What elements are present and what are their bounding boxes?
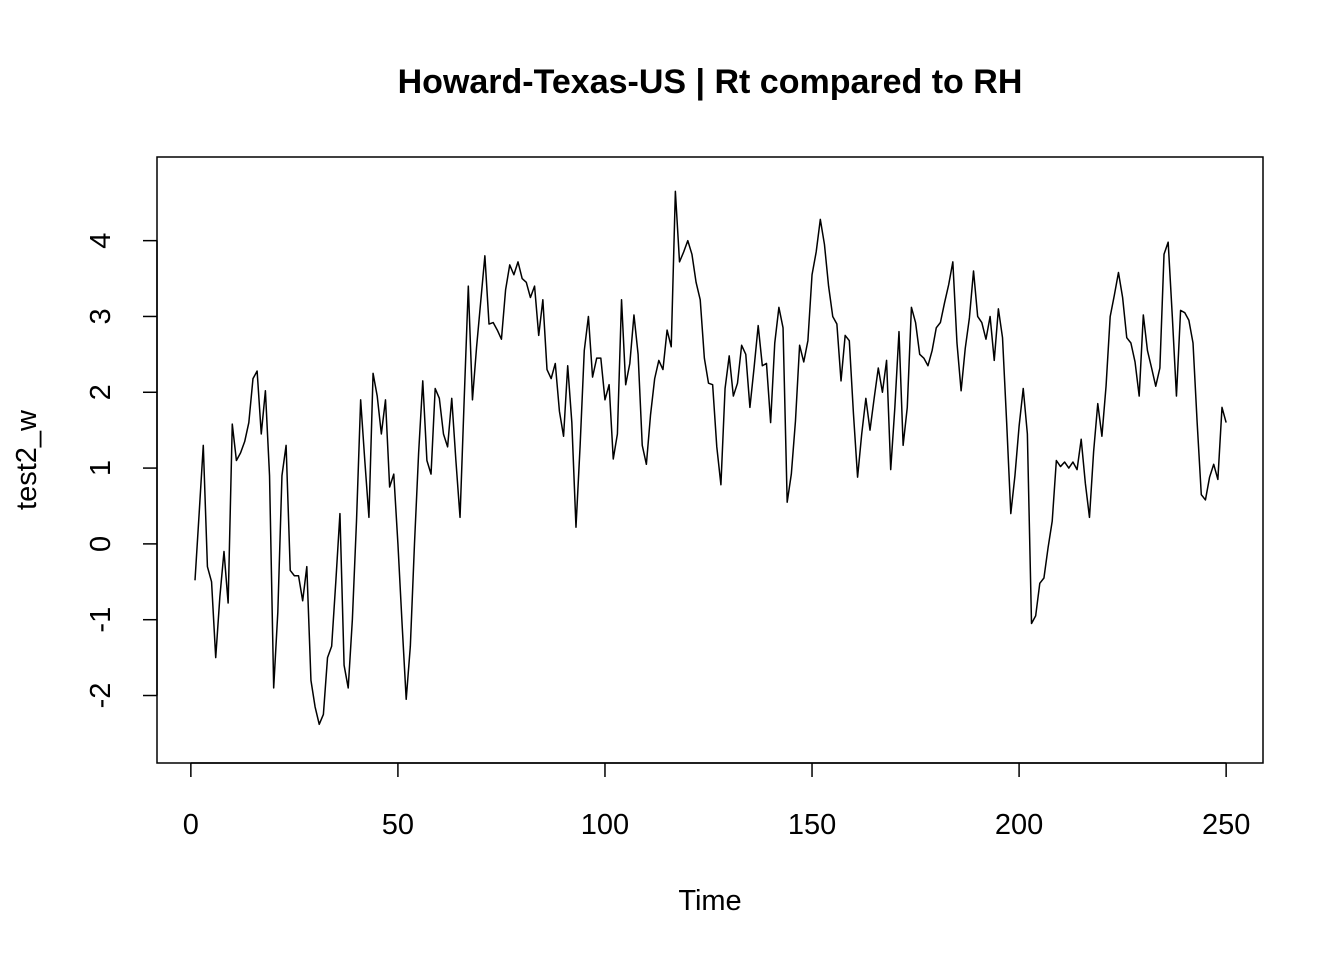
x-tick-label: 150 <box>788 809 836 841</box>
plot-frame <box>156 156 1264 764</box>
series-line <box>194 190 1227 726</box>
x-tick-label: 0 <box>183 809 199 841</box>
x-tick-label: 200 <box>995 809 1043 841</box>
x-axis-label: Time <box>678 885 741 917</box>
x-tick-label: 50 <box>382 809 414 841</box>
y-axis-label: test2_w <box>11 409 43 510</box>
x-axis: 0 50 100 150 200 250 <box>183 762 1250 841</box>
x-tick-label: 100 <box>581 809 629 841</box>
y-tick-label: 1 <box>85 460 117 476</box>
y-axis: -2 -1 0 1 2 3 4 <box>85 233 158 709</box>
y-tick-label: 4 <box>85 233 117 249</box>
y-tick-label: -2 <box>85 683 117 709</box>
y-tick-label: -1 <box>85 607 117 633</box>
y-tick-label: 2 <box>85 384 117 400</box>
x-tick-label: 250 <box>1202 809 1250 841</box>
chart-title: Howard-Texas-US | Rt compared to RH <box>398 63 1023 101</box>
y-tick-label: 3 <box>85 308 117 324</box>
y-tick-label: 0 <box>85 536 117 552</box>
